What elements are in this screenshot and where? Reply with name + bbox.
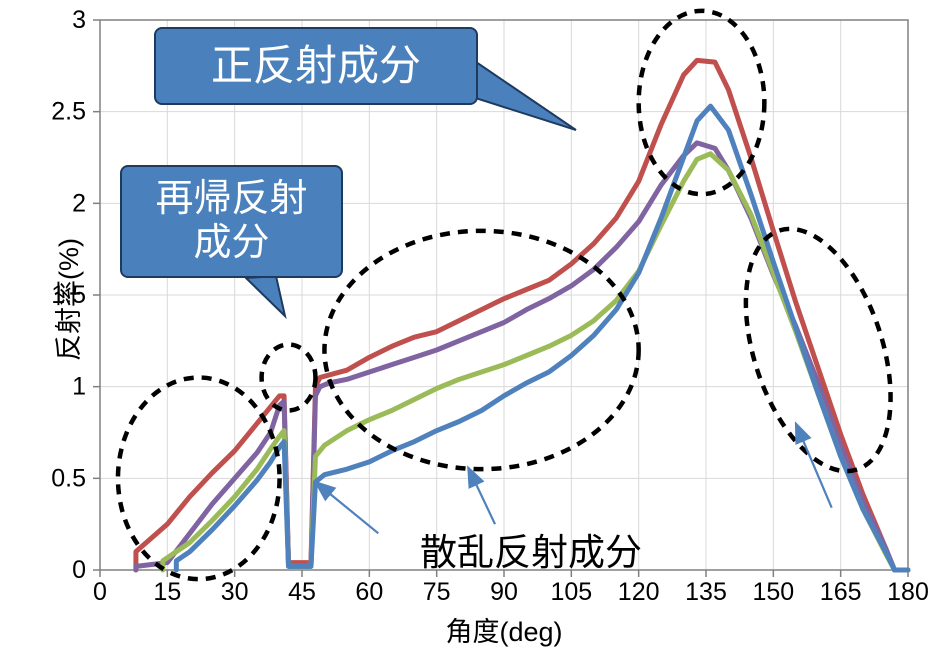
callout-specular-text: 正反射成分 (211, 42, 421, 90)
svg-text:3: 3 (72, 6, 86, 34)
svg-text:30: 30 (221, 578, 249, 606)
svg-text:0: 0 (93, 578, 107, 606)
svg-text:0.5: 0.5 (51, 464, 86, 492)
svg-text:120: 120 (618, 578, 660, 606)
svg-text:135: 135 (685, 578, 727, 606)
callout-retro: 再帰反射 成分 (120, 165, 343, 278)
svg-text:75: 75 (423, 578, 451, 606)
svg-text:15: 15 (153, 578, 181, 606)
callout-specular: 正反射成分 (154, 27, 478, 105)
svg-text:2.5: 2.5 (51, 98, 86, 126)
svg-text:165: 165 (820, 578, 862, 606)
callout-retro-text2: 成分 (193, 222, 269, 266)
svg-text:0: 0 (72, 556, 86, 584)
svg-text:1: 1 (72, 373, 86, 401)
svg-text:60: 60 (355, 578, 383, 606)
callout-retro-text1: 再帰反射 (155, 178, 307, 222)
svg-text:105: 105 (550, 578, 592, 606)
svg-text:2: 2 (72, 189, 86, 217)
svg-text:45: 45 (288, 578, 316, 606)
svg-text:90: 90 (490, 578, 518, 606)
x-axis-label: 角度(deg) (424, 610, 584, 649)
y-axis-label: 反射率(%) (47, 238, 86, 361)
svg-text:150: 150 (752, 578, 794, 606)
chart-container: 015304560759010512013515016518000.511.52… (0, 0, 932, 659)
diffuse-label: 散乱反射成分 (420, 522, 642, 576)
svg-text:180: 180 (887, 578, 929, 606)
